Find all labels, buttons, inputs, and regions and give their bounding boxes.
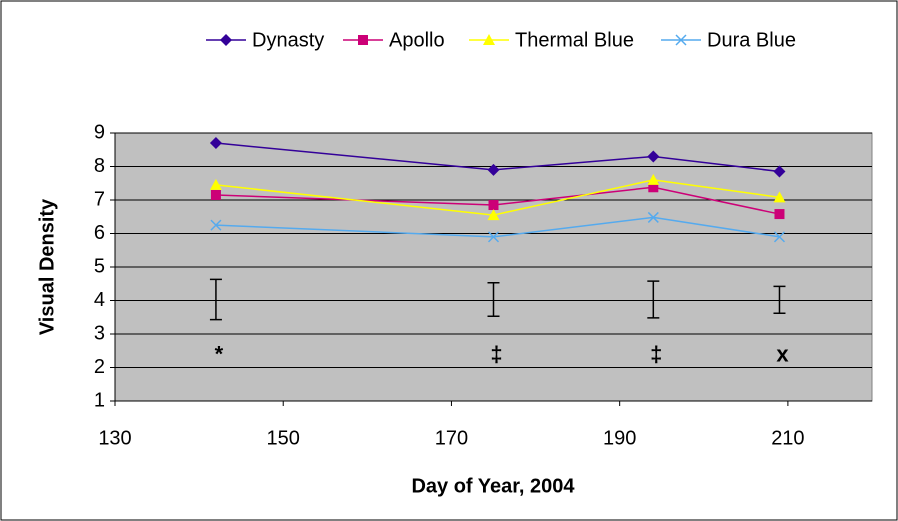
annotation: * [215,342,224,367]
legend-marker [675,34,687,46]
x-tick-label: 190 [603,427,636,449]
marker [210,189,221,200]
annotation: x [776,342,789,367]
x-tick-label: 210 [771,427,804,449]
marker [773,231,786,243]
marker [648,182,659,193]
y-tick-label: 5 [94,255,105,277]
marker [487,209,500,221]
legend-label: Thermal Blue [515,29,634,51]
series-line [215,179,780,216]
x-tick-label: 170 [435,427,468,449]
annotation: ‡ [490,342,502,367]
series-line [215,142,780,173]
marker [647,150,660,163]
legend-marker [220,34,232,46]
x-axis-label: Day of Year, 2004 [411,475,575,497]
y-tick-label: 8 [94,155,105,177]
marker [647,173,660,185]
x-tick-label: 150 [267,427,300,449]
marker [487,231,500,243]
y-tick-label: 1 [94,389,105,411]
legend-label: Dura Blue [707,29,796,51]
legend-label: Apollo [389,29,445,51]
annotation: ‡ [650,342,662,367]
legend-label: Dynasty [252,29,324,51]
legend-marker [483,34,495,45]
marker [774,209,785,220]
marker [487,163,500,176]
y-axis-label: Visual Density [36,198,58,335]
x-tick-label: 130 [98,427,131,449]
marker [209,137,222,150]
y-tick-label: 3 [94,322,105,344]
marker [773,191,786,203]
error-bar [209,278,222,321]
y-tick-label: 7 [94,188,105,210]
marker [773,165,786,178]
y-tick-label: 9 [94,121,105,143]
y-tick-label: 4 [94,289,105,311]
marker [209,178,222,190]
y-tick-label: 6 [94,222,105,244]
marker [488,200,499,211]
marker [647,211,659,223]
legend-marker [358,35,368,45]
marker [210,219,222,231]
error-bar [487,281,500,317]
series-line [215,216,780,238]
error-bar [647,280,660,319]
error-bar [773,285,786,314]
y-tick-label: 2 [94,356,105,378]
